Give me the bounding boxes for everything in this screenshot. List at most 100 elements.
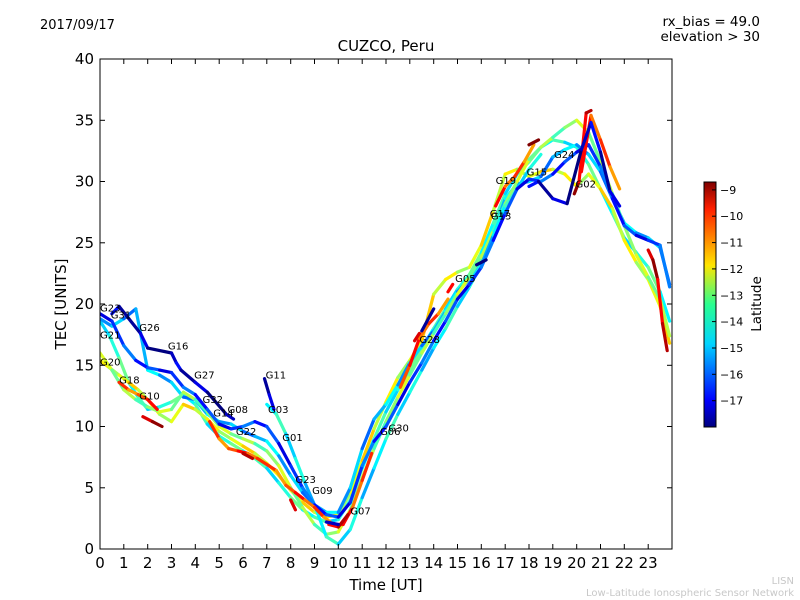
series-segment: [312, 503, 328, 517]
series-segment: [324, 530, 340, 536]
series-segment: [579, 121, 593, 152]
series-segment: [444, 297, 460, 323]
series-segment: [169, 402, 185, 424]
series-segment: [217, 429, 233, 441]
series-segment: [660, 322, 669, 353]
series-segment: [265, 402, 278, 416]
series-segment: [205, 390, 228, 416]
series-segment: [427, 312, 440, 326]
series-segment: [563, 118, 579, 130]
series-segment: [396, 390, 412, 416]
series-segment: [360, 439, 376, 468]
satellite-label: G11: [266, 371, 286, 382]
series-segment: [110, 304, 121, 316]
series-segment: [193, 398, 209, 414]
series-segment: [372, 410, 388, 441]
series-segment: [491, 211, 507, 242]
satellite-label: G22: [236, 427, 256, 438]
series-segment: [301, 500, 317, 514]
rx-bias-label: rx_bias = 49.0: [662, 14, 760, 30]
series-segment: [384, 412, 400, 441]
colorbar-tick-label: −16: [720, 368, 743, 381]
y-tick-label: 20: [75, 295, 94, 313]
series-segment: [446, 282, 455, 294]
series-segment: [467, 265, 483, 286]
series-segment: [246, 451, 259, 460]
series-segment: [284, 432, 297, 460]
series-segment: [241, 444, 257, 455]
satellite-label: G32: [203, 395, 223, 406]
series-segment: [110, 319, 126, 348]
series-segment: [646, 248, 655, 262]
series-segment: [193, 407, 209, 421]
series-segment: [527, 145, 543, 161]
series-segment: [193, 380, 209, 394]
series-segment: [351, 478, 364, 509]
series-segment: [503, 179, 519, 206]
series-segment: [551, 125, 567, 139]
series-segment: [455, 265, 471, 274]
satellite-label: G13: [491, 212, 511, 223]
series-segment: [658, 243, 672, 289]
series-segment: [384, 375, 400, 404]
series-segment: [255, 456, 278, 473]
series-segment: [134, 358, 150, 370]
series-segment: [122, 344, 138, 362]
series-segment: [513, 160, 526, 179]
series-segment: [646, 238, 662, 247]
x-tick-label: 17: [496, 554, 515, 572]
series-segment: [503, 175, 517, 188]
satellite-label: G06: [380, 427, 400, 438]
y-tick-label: 10: [75, 418, 94, 436]
x-tick-label: 10: [329, 554, 348, 572]
series-segment: [136, 393, 150, 402]
series-segment: [205, 407, 221, 426]
y-tick-label: 40: [75, 50, 94, 68]
series-segment: [563, 143, 579, 152]
series-segment: [146, 405, 162, 414]
series-segment: [348, 496, 364, 532]
colorbar-tick-label: −11: [720, 237, 743, 250]
series-segment: [634, 231, 650, 240]
credit-short: LISN: [771, 576, 794, 587]
series-segment: [494, 184, 507, 208]
series-segment: [262, 377, 271, 397]
series-segment: [146, 398, 159, 411]
series-segment: [229, 442, 245, 453]
series-segment: [100, 351, 114, 372]
date-label: 2017/09/17: [40, 18, 115, 33]
series-segment: [539, 135, 555, 149]
satellite-label: G28: [419, 335, 439, 346]
series-segment: [208, 420, 221, 441]
satellite-label: G20: [100, 357, 120, 368]
series-segment: [327, 522, 340, 529]
series-segment: [324, 520, 340, 527]
x-tick-label: 1: [119, 554, 129, 572]
series-segment: [274, 469, 288, 487]
series-segment: [584, 108, 593, 115]
series-segment: [227, 447, 240, 453]
x-tick-label: 4: [191, 554, 201, 572]
series-segment: [360, 451, 374, 482]
x-tick-label: 23: [639, 554, 658, 572]
satellite-label: G08: [228, 405, 248, 416]
satellite-label: G19: [496, 176, 516, 187]
x-tick-label: 6: [238, 554, 248, 572]
series-segment: [420, 346, 436, 372]
series-segment: [277, 442, 293, 468]
series-segment: [475, 258, 488, 267]
series-segment: [408, 351, 424, 377]
series-segment: [522, 143, 536, 164]
series-segment: [455, 282, 471, 301]
series-segment: [107, 334, 121, 360]
satellite-label: G23: [100, 303, 120, 314]
series-segment: [413, 331, 421, 343]
series-segment: [432, 277, 448, 296]
series-segment: [384, 388, 400, 414]
colorbar-tick-label: −14: [720, 316, 743, 329]
series-segment: [408, 336, 421, 367]
series-segment: [169, 390, 185, 411]
satellite-label: G05: [455, 274, 475, 285]
series-segment: [289, 496, 305, 512]
